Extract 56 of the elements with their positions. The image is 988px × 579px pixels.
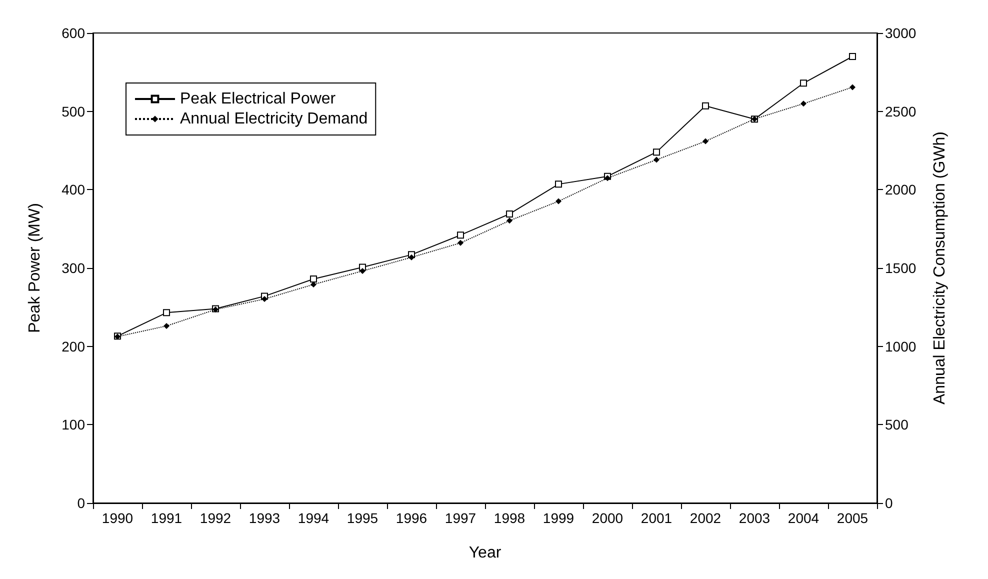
y2-tick-label: 1000 xyxy=(885,338,916,354)
y2-axis-title: Annual Electricity Consumption (GWh) xyxy=(932,132,948,404)
x-tick-label: 1991 xyxy=(150,510,182,526)
x-axis-title: Year xyxy=(468,544,502,562)
x-tick-label: 1995 xyxy=(346,510,378,526)
point xyxy=(556,198,562,204)
y-tick-label: 500 xyxy=(62,103,86,120)
point xyxy=(262,296,268,302)
x-tick-label: 1994 xyxy=(298,510,330,526)
point xyxy=(702,138,708,144)
y2-tick-label: 500 xyxy=(885,416,909,433)
x-tick-label: 1990 xyxy=(102,510,134,526)
y2-tick-label: 2500 xyxy=(885,103,916,120)
x-tick-label: 2002 xyxy=(690,510,722,526)
point xyxy=(653,148,660,156)
x-tick-label: 1998 xyxy=(494,510,526,526)
point xyxy=(164,322,170,329)
x-tick-label: 1993 xyxy=(248,510,280,526)
point xyxy=(457,232,464,239)
y-tick-label: 100 xyxy=(62,416,86,433)
point xyxy=(654,156,660,163)
point xyxy=(800,100,806,107)
x-tick-label: 2000 xyxy=(592,510,624,526)
point xyxy=(702,102,709,110)
y-tick-label: 0 xyxy=(77,495,86,511)
point xyxy=(310,275,317,282)
point xyxy=(850,84,856,90)
y2-tick-label: 2000 xyxy=(885,182,916,198)
y-axis-title: Peak Power (MW) xyxy=(26,203,44,333)
x-tick-label: 1996 xyxy=(396,510,428,526)
y-tick-label: 400 xyxy=(62,182,86,198)
x-tick-label: 2003 xyxy=(738,510,770,526)
point xyxy=(800,80,807,87)
point xyxy=(458,240,464,246)
legend-label: Annual Electricity Demand xyxy=(180,110,368,128)
point xyxy=(360,268,366,274)
x-tick-label: 2004 xyxy=(788,510,820,526)
point xyxy=(506,210,513,218)
x-tick-label: 2005 xyxy=(836,510,868,526)
y2-tick-label: 3000 xyxy=(885,25,916,41)
point xyxy=(163,309,170,316)
x-tick-label: 1997 xyxy=(444,510,476,526)
point xyxy=(506,218,512,224)
point xyxy=(604,175,610,182)
x-tick-label: 2001 xyxy=(640,510,672,526)
y-tick-label: 300 xyxy=(62,260,86,276)
point xyxy=(408,254,414,260)
x-tick-label: 1999 xyxy=(542,510,574,526)
legend-label: Peak Electrical Power xyxy=(180,90,336,108)
y2-tick-label: 0 xyxy=(885,495,893,511)
point xyxy=(555,180,562,188)
x-tick-label: 1992 xyxy=(200,510,232,526)
y2-tick-label: 1500 xyxy=(885,260,916,276)
y-tick-label: 600 xyxy=(62,25,86,41)
point xyxy=(849,53,856,60)
y-tick-label: 200 xyxy=(62,338,86,354)
